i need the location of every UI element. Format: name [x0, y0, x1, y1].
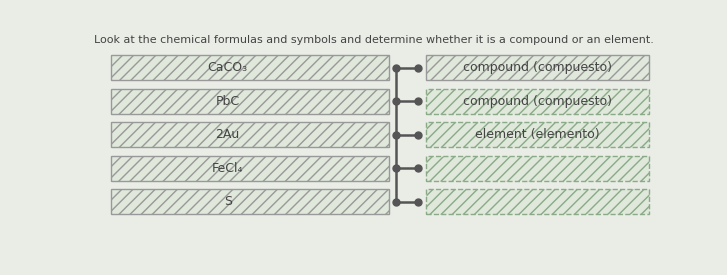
Text: Look at the chemical formulas and symbols and determine whether it is a compound: Look at the chemical formulas and symbol… [94, 35, 654, 45]
FancyBboxPatch shape [111, 156, 390, 181]
Text: FeCl₄: FeCl₄ [212, 162, 244, 175]
FancyBboxPatch shape [111, 122, 390, 147]
Text: 2Au: 2Au [216, 128, 240, 141]
FancyBboxPatch shape [426, 122, 648, 147]
FancyBboxPatch shape [111, 56, 390, 80]
Text: CaCO₃: CaCO₃ [208, 61, 248, 75]
FancyBboxPatch shape [426, 89, 648, 114]
Text: compound (compuesto): compound (compuesto) [463, 61, 612, 75]
Text: element (elemento): element (elemento) [475, 128, 600, 141]
Text: PbC: PbC [216, 95, 240, 108]
Text: compound (compuesto): compound (compuesto) [463, 95, 612, 108]
FancyBboxPatch shape [111, 89, 390, 114]
FancyBboxPatch shape [426, 56, 648, 80]
FancyBboxPatch shape [426, 156, 648, 181]
FancyBboxPatch shape [111, 189, 390, 214]
FancyBboxPatch shape [426, 189, 648, 214]
Text: S: S [224, 195, 232, 208]
